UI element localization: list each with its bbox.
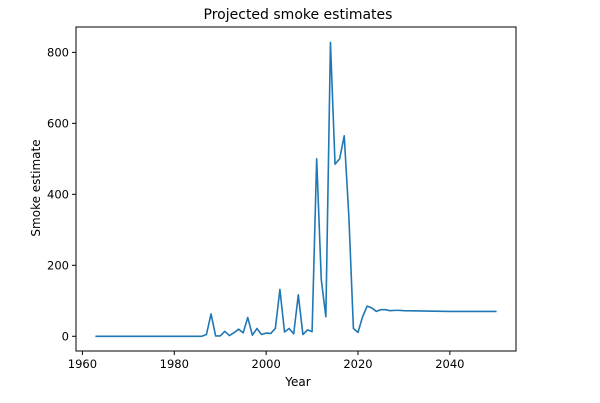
y-axis-ticks: 0 200 400 600 800 xyxy=(47,45,76,343)
y-tick-label: 0 xyxy=(62,329,69,343)
plot-frame xyxy=(75,26,517,352)
smoke-estimate-line xyxy=(95,41,497,338)
y-axis-label: Smoke estimate xyxy=(29,139,43,236)
x-tick-label: 2020 xyxy=(343,357,372,371)
chart-title: Projected smoke estimates xyxy=(204,7,393,23)
x-tick-label: 2000 xyxy=(252,357,281,371)
y-tick-label: 600 xyxy=(47,116,69,130)
x-axis-ticks: 1960 1980 2000 2020 2040 xyxy=(68,351,465,371)
x-axis-label: Year xyxy=(284,375,310,389)
y-tick-label: 800 xyxy=(47,45,69,59)
y-tick-label: 200 xyxy=(47,258,69,272)
x-tick-label: 2040 xyxy=(435,357,464,371)
x-tick-label: 1980 xyxy=(160,357,189,371)
y-tick-label: 400 xyxy=(47,187,69,201)
x-tick-label: 1960 xyxy=(68,357,97,371)
